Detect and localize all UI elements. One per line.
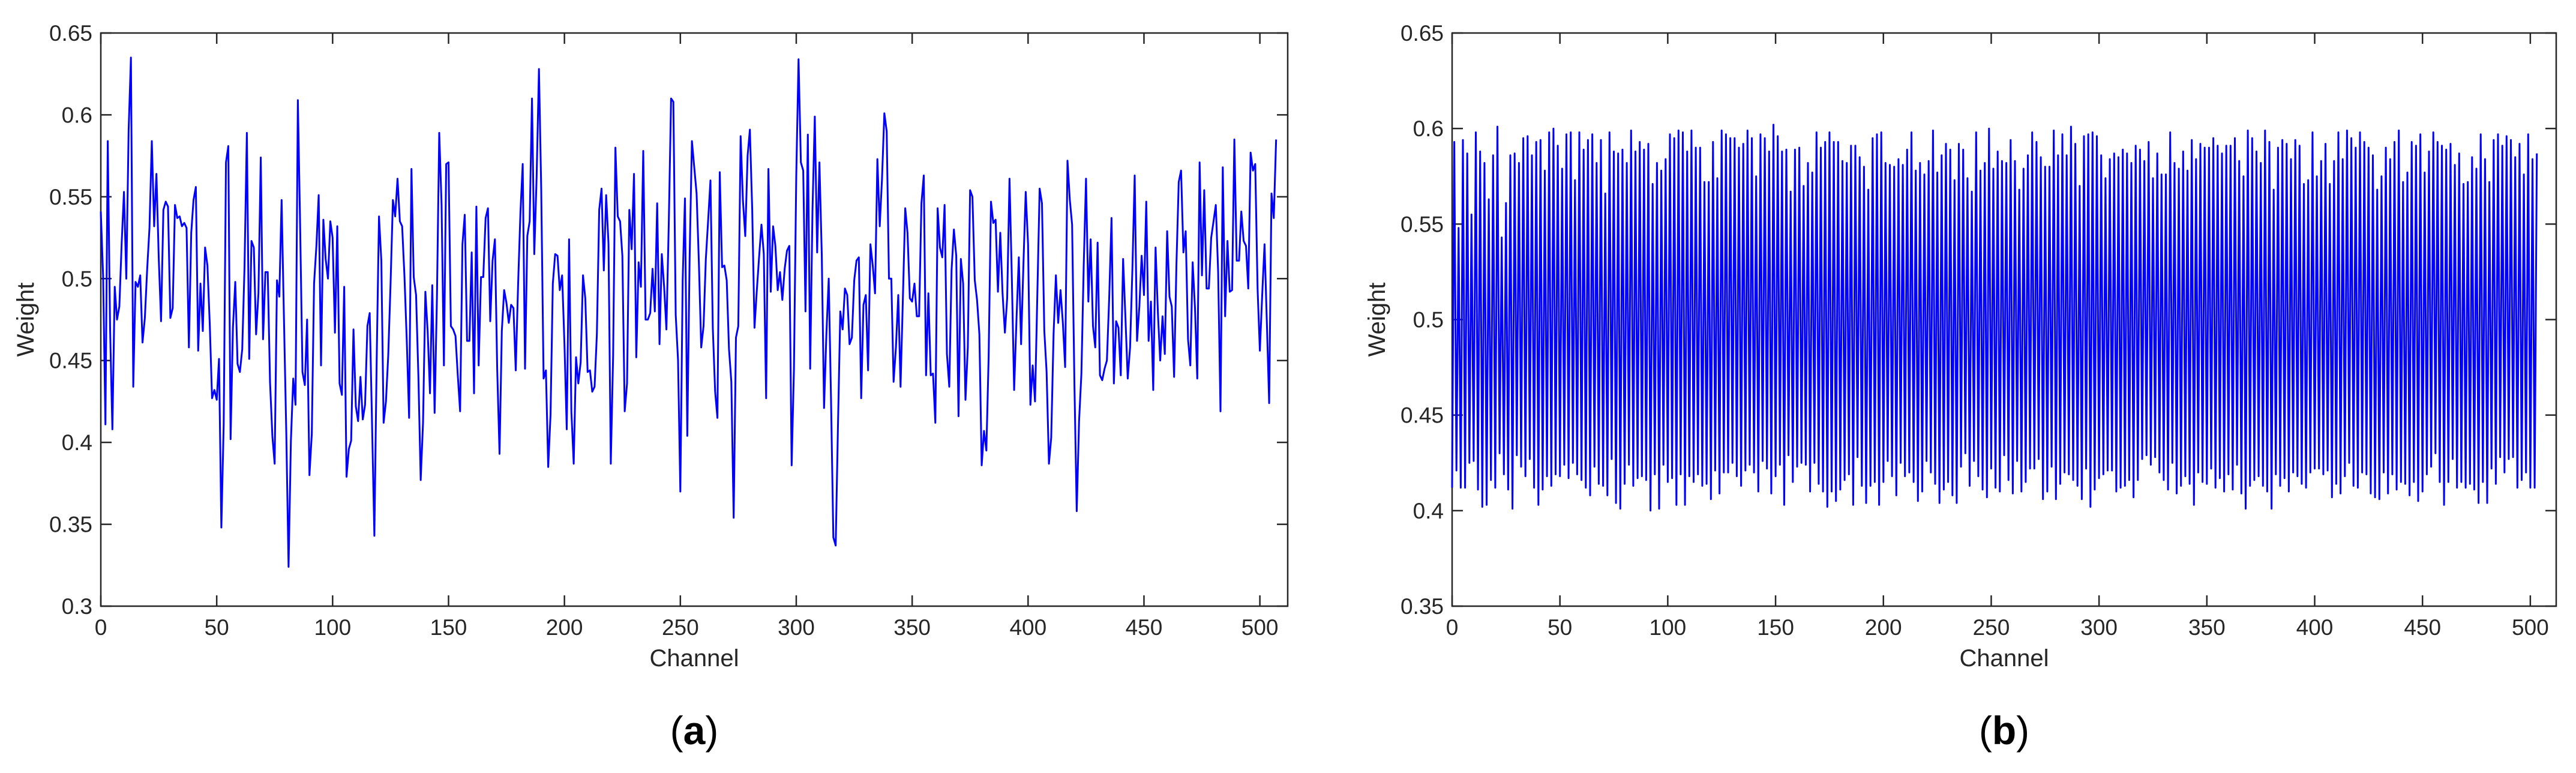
x-tick-label: 300 [778, 615, 815, 640]
caption-open-paren: ( [1979, 708, 1992, 753]
panel-caption: (a) [670, 708, 719, 753]
series-line [1451, 124, 2538, 512]
y-tick-label: 0.45 [1401, 403, 1444, 428]
x-tick-label: 400 [2296, 615, 2334, 640]
y-tick-label: 0.45 [49, 349, 92, 373]
x-tick-label: 250 [1973, 615, 2010, 640]
plot-area-frame [100, 32, 1289, 607]
y-tick-label: 0.5 [1413, 308, 1444, 332]
y-tick-label: 0.3 [62, 594, 92, 619]
chart-panel-a: 0.3 0.35 0.4 0.45 0.5 0.55 0.6 0.65 0 50 100 150 200… [13, 21, 1289, 672]
x-axis-label: Channel [649, 645, 739, 672]
caption-close-paren: ) [705, 708, 718, 753]
series-line [100, 56, 1277, 568]
x-axis-label: Channel [1959, 645, 2049, 672]
caption-close-paren: ) [2016, 708, 2029, 753]
x-tick-label: 350 [893, 615, 931, 640]
x-tick-label: 500 [1241, 615, 1279, 640]
y-tick-label: 0.55 [49, 185, 92, 209]
y-tick-label: 0.6 [62, 103, 92, 127]
x-tick-label: 400 [1009, 615, 1046, 640]
x-tick-label: 150 [430, 615, 467, 640]
x-tick-label: 150 [1757, 615, 1794, 640]
caption-letter: a [683, 708, 706, 753]
y-tick-label: 0.55 [1401, 212, 1444, 236]
y-axis-label: Weight [13, 283, 39, 357]
x-tick-label: 500 [2512, 615, 2549, 640]
y-tick-label: 0.35 [49, 513, 92, 537]
y-axis-label: Weight [1364, 283, 1390, 357]
y-tick-label: 0.5 [62, 266, 92, 291]
x-tick-label: 50 [1548, 615, 1572, 640]
y-tick-label: 0.4 [62, 430, 92, 455]
x-tick-label: 250 [662, 615, 699, 640]
y-tick-label: 0.6 [1413, 116, 1444, 141]
panel-caption: (b) [1979, 708, 2029, 753]
x-tick-label: 0 [1446, 615, 1459, 640]
x-tick-label: 200 [546, 615, 583, 640]
caption-open-paren: ( [670, 708, 683, 753]
x-tick-label: 0 [95, 615, 107, 640]
chart-panel-b: 0.35 0.4 0.45 0.5 0.55 0.6 0.65 0 50 100 150 200 250… [1364, 21, 2557, 672]
x-tick-label: 200 [1865, 615, 1902, 640]
x-tick-label: 450 [2404, 615, 2441, 640]
x-tick-label: 50 [205, 615, 229, 640]
y-tick-label: 0.4 [1413, 499, 1444, 523]
y-tick-label: 0.65 [1401, 21, 1444, 46]
x-tick-label: 300 [2080, 615, 2118, 640]
y-tick-label: 0.65 [49, 21, 92, 46]
caption-letter: b [1992, 708, 2016, 753]
x-tick-label: 100 [314, 615, 351, 640]
x-tick-label: 450 [1126, 615, 1163, 640]
y-tick-label: 0.35 [1401, 594, 1444, 619]
x-tick-label: 350 [2188, 615, 2226, 640]
x-tick-label: 100 [1650, 615, 1687, 640]
